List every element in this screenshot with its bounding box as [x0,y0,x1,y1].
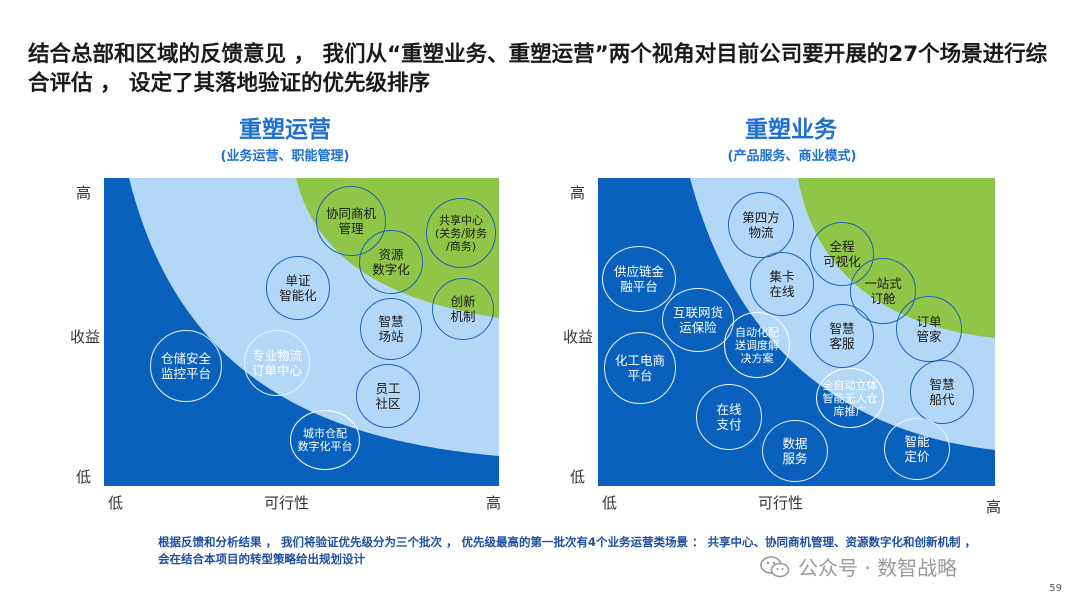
left-y-high-label: 高 [76,184,92,202]
bubble-city-warehouse-platform: 城市仓配 数字化平台 [290,410,360,470]
bubble-collab-opportunity: 协同商机 管理 [316,186,386,256]
right-y-high-label: 高 [570,184,586,202]
bubble-smart-yard: 智慧 场站 [360,298,422,360]
watermark: 公众号 · 数智战略 [760,552,957,581]
bubble-online-payment: 在线 支付 [696,384,762,450]
right-y-axis-label: 收益 [563,328,594,346]
bubble-supply-chain-finance: 供应链金 融平台 [602,246,676,312]
left-x-high-label: 高 [486,494,502,512]
left-panel-title: 重塑运营 [239,117,331,143]
bubble-employee-community: 员工 社区 [356,364,420,428]
bubble-smart-customer-service: 智慧 客服 [810,304,874,368]
bubble-order-butler: 订单 管家 [896,296,962,362]
left-panel-subtitle: (业务运营、职能管理) [220,149,350,164]
bubble-internet-cargo-insurance: 互联网货 运保险 [662,288,734,352]
page-number: 59 [1049,583,1062,594]
right-x-axis-label: 可行性 [758,494,804,512]
bubble-full-visibility: 全程 可视化 [810,222,874,286]
bubble-one-stop-booking: 一站式 订舱 [850,258,916,324]
watermark-text: 公众号 · 数智战略 [798,556,958,580]
bubble-chemical-ecommerce: 化工电商 平台 [604,332,676,404]
bubble-innovation-mechanism: 创新 机制 [432,278,494,340]
right-green-zone [798,178,995,338]
bubble-truck-online: 集卡 在线 [750,252,814,316]
right-y-low-label: 低 [570,468,586,486]
left-priority-matrix: 协同商机 管理 共享中心 (关务/财务 /商务) 资源 数字化 单证 智能化 创… [104,178,499,486]
bubble-automated-dispatch: 自动化配 送调度解 决方案 [724,312,790,378]
bubble-resource-digitization: 资源 数字化 [359,230,423,294]
bubble-logistics-order-center: 专业物流 订单中心 [244,330,310,396]
left-y-low-label: 低 [76,468,92,486]
left-y-axis-label: 收益 [70,328,101,346]
right-priority-matrix: 第四方 物流 全程 可视化 供应链金 融平台 集卡 在线 一站式 订舱 互联网货… [598,178,995,486]
wechat-icon [760,555,790,577]
bubble-document-intelligence: 单证 智能化 [266,256,330,320]
bubble-automated-warehouse: 全自动立体 智能无人仓 库推广 [816,368,884,428]
right-panel-subtitle: (产品服务、商业模式) [727,149,857,164]
right-panel-title: 重塑业务 [745,117,837,143]
bubble-fourth-party-logistics: 第四方 物流 [728,192,794,258]
bubble-data-service: 数据 服务 [762,420,828,482]
left-x-axis-label: 可行性 [264,494,310,512]
left-x-low-label: 低 [108,494,124,512]
bubble-smart-ship-agency: 智慧 船代 [910,360,974,424]
right-x-high-label: 高 [986,498,1002,516]
right-x-low-label: 低 [602,494,618,512]
conclusion-note: 根据反馈和分析结果 ， 我们将验证优先级分为三个批次 ， 优先级最高的第一批次有… [158,535,977,566]
page-headline: 结合总部和区域的反馈意见 ， 我们从“重塑业务、重塑运营”两个视角对目前公司要开… [28,42,1048,96]
bubble-smart-pricing: 智能 定价 [884,418,950,480]
bubble-shared-center: 共享中心 (关务/财务 /商务) [426,198,496,268]
bubble-warehouse-safety: 仓储安全 监控平台 [150,330,222,402]
